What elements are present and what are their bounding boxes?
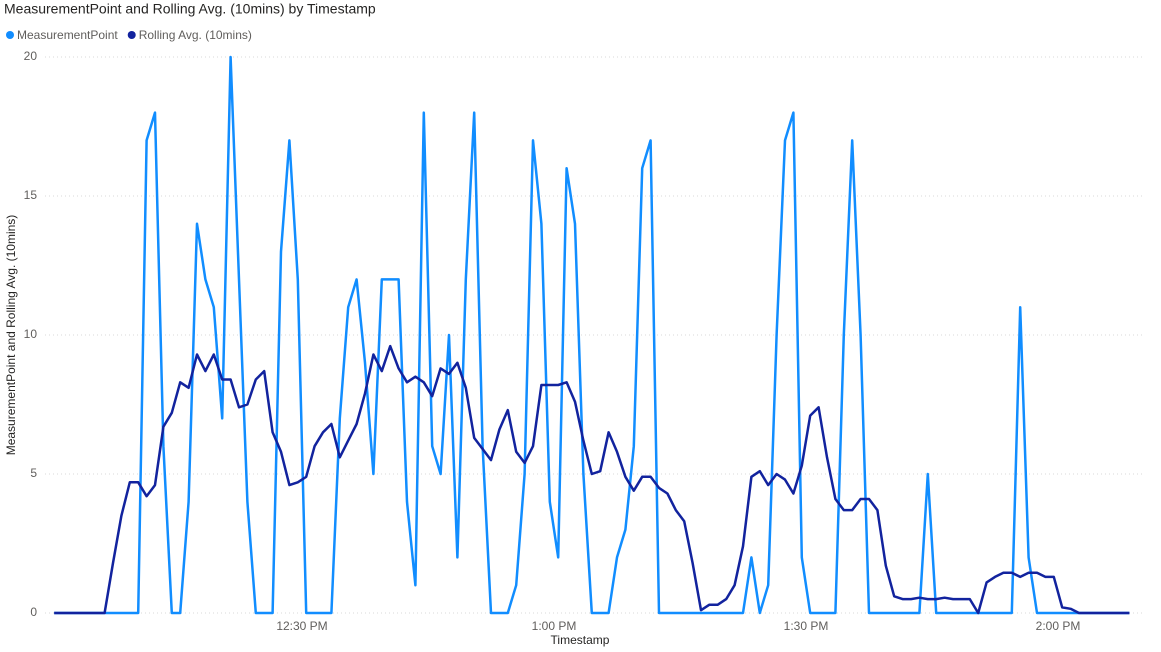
y-tick-label: 5 bbox=[30, 466, 37, 480]
x-axis-title: Timestamp bbox=[551, 633, 610, 647]
series-line bbox=[54, 344, 1130, 615]
y-tick-label: 0 bbox=[30, 605, 37, 619]
series-line bbox=[54, 55, 1130, 615]
legend-swatch bbox=[6, 31, 14, 39]
legend-swatch bbox=[127, 31, 136, 39]
x-tick-label: 1:00 PM bbox=[532, 619, 577, 633]
y-tick-label: 20 bbox=[24, 49, 38, 63]
x-tick-label: 12:30 PM bbox=[276, 619, 327, 633]
y-tick-label: 15 bbox=[24, 188, 38, 202]
legend-label: MeasurementPoint bbox=[17, 28, 118, 42]
x-tick-label: 2:00 PM bbox=[1036, 619, 1081, 633]
y-axis-title: MeasurementPoint and Rolling Avg. (10min… bbox=[4, 215, 18, 456]
y-tick-label: 10 bbox=[24, 327, 38, 341]
legend-label: Rolling Avg. (10mins) bbox=[139, 28, 252, 42]
chart-title: MeasurementPoint and Rolling Avg. (10min… bbox=[4, 1, 376, 17]
x-tick-label: 1:30 PM bbox=[784, 619, 829, 633]
